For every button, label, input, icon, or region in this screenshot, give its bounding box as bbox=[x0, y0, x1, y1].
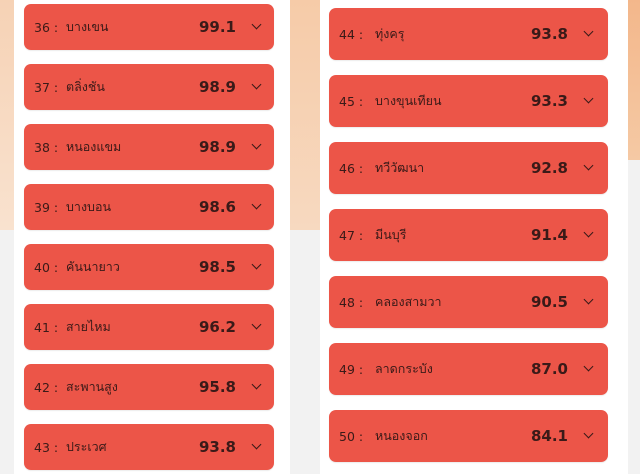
district-name: บางบอน bbox=[66, 199, 112, 214]
district-name: ตลิ่งชัน bbox=[66, 79, 105, 94]
score-value: 84.1 bbox=[530, 427, 568, 445]
list-item[interactable]: 47 : มีนบุรี 91.4 bbox=[329, 209, 608, 261]
list-item[interactable]: 41 : สายไหม 96.2 bbox=[24, 304, 274, 350]
chevron-down-icon[interactable] bbox=[583, 160, 594, 171]
chevron-down-icon[interactable] bbox=[251, 139, 262, 150]
rank-number: 40 : bbox=[34, 259, 59, 275]
list-item[interactable]: 42 : สะพานสูง 95.8 bbox=[24, 364, 274, 410]
chevron-down-icon[interactable] bbox=[251, 319, 262, 330]
rank-number: 49 : bbox=[339, 361, 364, 377]
chevron-down-icon[interactable] bbox=[583, 93, 594, 104]
district-name: ลาดกระบัง bbox=[375, 361, 433, 376]
district-name: สะพานสูง bbox=[66, 379, 118, 394]
background-decoration-middle bbox=[290, 0, 320, 230]
score-value: 99.1 bbox=[198, 18, 236, 36]
chevron-down-icon[interactable] bbox=[583, 361, 594, 372]
district-name: หนองแขม bbox=[66, 139, 122, 154]
list-item[interactable]: 50 : หนองจอก 84.1 bbox=[329, 410, 608, 462]
district-name: หนองจอก bbox=[375, 428, 428, 443]
rank-number: 39 : bbox=[34, 199, 59, 215]
score-value: 92.8 bbox=[530, 159, 568, 177]
district-name: บางเขน bbox=[66, 19, 109, 34]
score-value: 93.8 bbox=[198, 438, 236, 456]
chevron-down-icon[interactable] bbox=[251, 259, 262, 270]
rank-number: 38 : bbox=[34, 139, 59, 155]
score-value: 91.4 bbox=[530, 226, 568, 244]
score-value: 95.8 bbox=[198, 378, 236, 396]
rank-number: 47 : bbox=[339, 227, 364, 243]
score-value: 98.6 bbox=[198, 198, 236, 216]
chevron-down-icon[interactable] bbox=[251, 79, 262, 90]
score-value: 98.5 bbox=[198, 258, 236, 276]
rank-number: 37 : bbox=[34, 79, 59, 95]
background-decoration-right bbox=[628, 0, 640, 160]
district-name: ทวีวัฒนา bbox=[375, 160, 425, 175]
district-name: ประเวศ bbox=[66, 439, 107, 454]
chevron-down-icon[interactable] bbox=[251, 439, 262, 450]
district-name: มีนบุรี bbox=[375, 227, 407, 242]
rank-number: 36 : bbox=[34, 19, 59, 35]
rank-number: 42 : bbox=[34, 379, 59, 395]
list-item[interactable]: 49 : ลาดกระบัง 87.0 bbox=[329, 343, 608, 395]
score-value: 93.8 bbox=[530, 25, 568, 43]
district-name: คันนายาว bbox=[66, 259, 120, 274]
list-item[interactable]: 38 : หนองแขม 98.9 bbox=[24, 124, 274, 170]
district-name: ทุ่งครุ bbox=[375, 26, 405, 41]
rank-number: 48 : bbox=[339, 294, 364, 310]
score-value: 96.2 bbox=[198, 318, 236, 336]
score-value: 98.9 bbox=[198, 138, 236, 156]
rank-number: 50 : bbox=[339, 428, 364, 444]
district-name: สายไหม bbox=[66, 319, 111, 334]
chevron-down-icon[interactable] bbox=[583, 26, 594, 37]
list-item[interactable]: 46 : ทวีวัฒนา 92.8 bbox=[329, 142, 608, 194]
score-value: 98.9 bbox=[198, 78, 236, 96]
chevron-down-icon[interactable] bbox=[251, 19, 262, 30]
list-item[interactable]: 48 : คลองสามวา 90.5 bbox=[329, 276, 608, 328]
rank-number: 44 : bbox=[339, 26, 364, 42]
list-item[interactable]: 39 : บางบอน 98.6 bbox=[24, 184, 274, 230]
chevron-down-icon[interactable] bbox=[583, 294, 594, 305]
score-value: 93.3 bbox=[530, 92, 568, 110]
list-item[interactable]: 45 : บางขุนเทียน 93.3 bbox=[329, 75, 608, 127]
rank-number: 43 : bbox=[34, 439, 59, 455]
chevron-down-icon[interactable] bbox=[251, 379, 262, 390]
rank-number: 41 : bbox=[34, 319, 59, 335]
chevron-down-icon[interactable] bbox=[583, 227, 594, 238]
chevron-down-icon[interactable] bbox=[583, 428, 594, 439]
district-name: บางขุนเทียน bbox=[375, 93, 442, 108]
chevron-down-icon[interactable] bbox=[251, 199, 262, 210]
list-item[interactable]: 36 : บางเขน 99.1 bbox=[24, 4, 274, 50]
rank-number: 45 : bbox=[339, 93, 364, 109]
rank-number: 46 : bbox=[339, 160, 364, 176]
list-item[interactable]: 44 : ทุ่งครุ 93.8 bbox=[329, 8, 608, 60]
list-item[interactable]: 37 : ตลิ่งชัน 98.9 bbox=[24, 64, 274, 110]
district-name: คลองสามวา bbox=[375, 294, 442, 309]
list-item[interactable]: 40 : คันนายาว 98.5 bbox=[24, 244, 274, 290]
score-value: 90.5 bbox=[530, 293, 568, 311]
list-item[interactable]: 43 : ประเวศ 93.8 bbox=[24, 424, 274, 470]
score-value: 87.0 bbox=[530, 360, 568, 378]
